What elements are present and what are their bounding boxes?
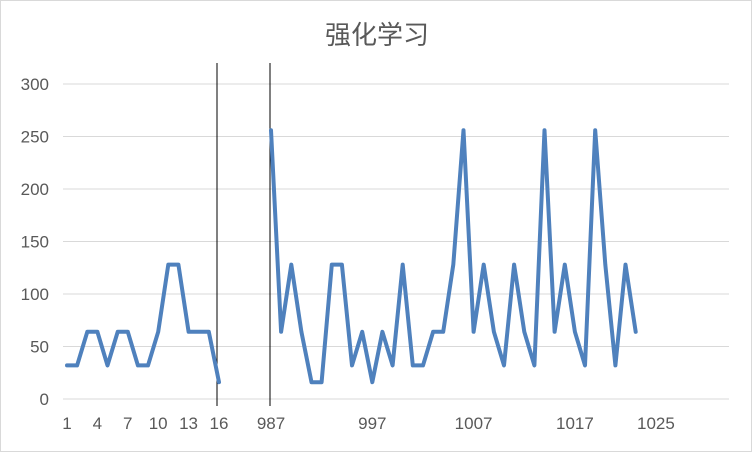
y-tick-label: 100 — [21, 285, 49, 304]
data-series — [65, 128, 638, 385]
x-tick-label: 4 — [93, 414, 102, 433]
x-tick-label: 997 — [358, 414, 386, 433]
y-tick-label: 300 — [21, 75, 49, 94]
chart-title: 强化学习 — [324, 21, 429, 51]
series-line-segment-1 — [65, 262, 221, 385]
x-tick-label: 1007 — [455, 414, 493, 433]
x-tick-label: 987 — [257, 414, 285, 433]
x-tick-label: 16 — [209, 414, 228, 433]
y-tick-label: 200 — [21, 180, 49, 199]
y-tick-label: 50 — [30, 338, 49, 357]
y-tick-label: 150 — [21, 233, 49, 252]
grid-lines — [63, 83, 729, 400]
series-line-segment-2 — [269, 128, 638, 385]
x-axis-ticks: 1 4 7 10 13 16 987 997 1007 1017 1025 — [62, 414, 675, 433]
x-tick-label: 1 — [62, 414, 71, 433]
x-tick-label: 7 — [123, 414, 132, 433]
x-tick-label: 1017 — [556, 414, 594, 433]
x-tick-label: 10 — [149, 414, 168, 433]
y-axis-ticks: 0 50 100 150 200 250 300 — [21, 75, 49, 409]
y-tick-label: 250 — [21, 128, 49, 147]
x-tick-label: 13 — [179, 414, 198, 433]
axis-break-markers — [216, 63, 271, 406]
y-tick-label: 0 — [40, 390, 49, 409]
x-tick-label: 1025 — [637, 414, 675, 433]
